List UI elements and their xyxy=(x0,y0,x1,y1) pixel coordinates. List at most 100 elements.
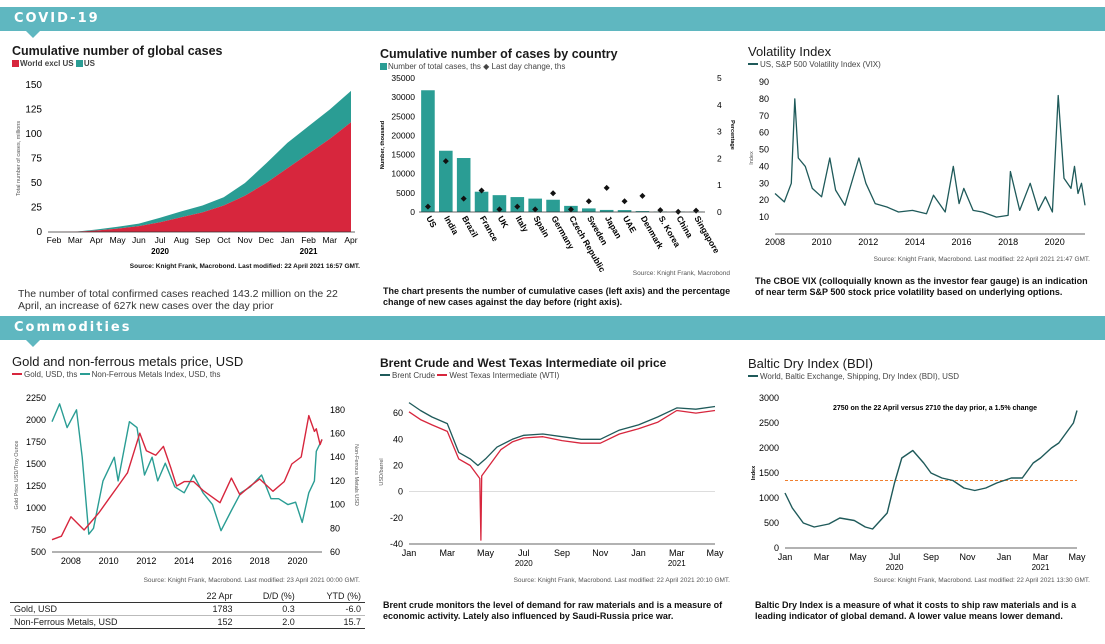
bdi-legend: World, Baltic Exchange, Shipping, Dry In… xyxy=(748,372,1088,381)
legend-line-brent xyxy=(380,374,390,376)
y-tick-label-right: 0 xyxy=(717,207,722,217)
series-line-gold xyxy=(51,414,323,541)
gold-table-h3: YTD (%) xyxy=(298,590,365,603)
table-cell: 15.7 xyxy=(298,615,365,629)
y-tick-label-right: 2 xyxy=(717,153,722,163)
y-tick-label: 50 xyxy=(759,145,769,155)
y-tick-label: 0 xyxy=(774,543,779,553)
y-tick-label-right: 180 xyxy=(330,405,345,415)
legend-line-vix xyxy=(748,63,758,65)
y-tick-label: 50 xyxy=(31,178,43,189)
y-axis-label-left: Gold Price USD/Troy Ounce xyxy=(14,441,20,510)
x-tick-label: US xyxy=(424,214,439,230)
diamond-point xyxy=(514,203,521,210)
x-tick-label: May xyxy=(1068,552,1086,562)
legend-swatch-teal xyxy=(75,60,83,67)
chart-oil: -40 -20 0 20 40 60 USD/barrel Jan Mar May Jul Sep No… xyxy=(379,402,724,568)
x-tick-label: 2010 xyxy=(812,237,832,247)
year-label: 2020 xyxy=(515,559,533,568)
legend-label-us: US xyxy=(83,59,96,68)
x-tick-label: Nov xyxy=(592,548,609,558)
year-label: 2021 xyxy=(668,559,686,568)
y-tick-label-left: 0 xyxy=(410,207,415,217)
legend-label-wti: West Texas Intermediate (WTI) xyxy=(449,371,560,380)
panel-gold: Gold and non-ferrous metals price, USD G… xyxy=(12,354,362,379)
gold-table-h2: D/D (%) xyxy=(236,590,299,603)
section-banner-commodities: Commodities xyxy=(0,316,1105,347)
table-cell-label: Gold, USD xyxy=(10,602,184,616)
y-tick-label-right: 4 xyxy=(717,100,722,110)
x-tick-label: Mar xyxy=(669,548,685,558)
y-tick-label-left: 30000 xyxy=(391,92,415,102)
by-country-legend: Number of total cases, ths ◆ Last day ch… xyxy=(380,62,730,71)
y-tick-label: 40 xyxy=(393,434,403,444)
vix-source: Source: Knight Frank, Macrobond. Last mo… xyxy=(873,256,1090,263)
year-label: 2020 xyxy=(151,247,169,256)
y-tick-label-right: 3 xyxy=(717,127,722,137)
gold-table-header: 22 Apr D/D (%) YTD (%) xyxy=(10,590,365,603)
by-country-desc: The chart presents the number of cumulat… xyxy=(383,286,731,307)
x-tick-label: Italy xyxy=(514,214,531,234)
y-tick-label-left: 35000 xyxy=(391,73,415,83)
legend-swatch-bars xyxy=(380,63,387,70)
series-line-bdi xyxy=(784,410,1078,530)
gold-legend: Gold, USD, ths Non-Ferrous Metals Index,… xyxy=(12,370,362,379)
bar-japan xyxy=(599,209,614,212)
x-tick-label: Mar xyxy=(322,235,337,245)
panel-global-cases: Cumulative number of global cases World … xyxy=(12,44,362,68)
y-tick-label: 90 xyxy=(759,77,769,87)
bar-india xyxy=(439,150,453,212)
y-tick-label-right: 5 xyxy=(717,73,722,83)
legend-line-wti xyxy=(437,374,448,376)
y-tick-label: -40 xyxy=(390,539,403,549)
bar-brazil xyxy=(456,158,471,212)
x-tick-label: Jan xyxy=(997,552,1012,562)
y-tick-label-left: 1000 xyxy=(26,503,46,513)
table-row: Gold, USD 1783 0.3 -6.0 xyxy=(10,602,365,616)
diamond-point xyxy=(621,198,628,205)
y-tick-label: 40 xyxy=(759,161,769,171)
series-line-wti xyxy=(408,409,716,541)
x-tick-label: 2020 xyxy=(287,556,307,566)
y-tick-label: 150 xyxy=(25,80,42,91)
diamond-point xyxy=(639,192,646,199)
bar-germany xyxy=(546,199,560,212)
table-cell: -6.0 xyxy=(298,602,365,616)
y-tick-label: 20 xyxy=(759,195,769,205)
bar-spain xyxy=(528,198,542,212)
y-tick-label: 60 xyxy=(759,128,769,138)
section-banner-covid: COVID-19 xyxy=(0,7,1105,38)
x-tick-label: Mar xyxy=(68,235,83,245)
diamond-point xyxy=(693,207,700,214)
y-tick-label: 125 xyxy=(25,105,42,116)
y-tick-label-left: 15000 xyxy=(391,150,415,160)
gold-source: Source: Knight Frank, Macrobond. Last mo… xyxy=(143,577,360,584)
diamond-point xyxy=(550,190,557,197)
y-tick-label-right: 60 xyxy=(330,547,340,557)
y-tick-label-left: 5000 xyxy=(396,188,415,198)
gold-table-header-blank xyxy=(10,590,184,603)
x-tick-label: Nov xyxy=(959,552,976,562)
banner-notch xyxy=(26,340,40,347)
x-tick-label: May xyxy=(706,548,724,558)
legend-label-metals: Non-Ferrous Metals Index, USD, ths xyxy=(91,370,221,379)
x-tick-label: Mar xyxy=(814,552,830,562)
table-cell: 0.3 xyxy=(236,602,299,616)
y-tick-label: 100 xyxy=(25,129,42,140)
x-tick-label: Oct xyxy=(217,235,231,245)
bar-uk xyxy=(492,195,507,212)
y-tick-label: 3000 xyxy=(759,393,779,403)
panel-bdi: Baltic Dry Index (BDI) World, Baltic Exc… xyxy=(748,356,1088,381)
banner-notch xyxy=(26,31,40,38)
y-tick-label-right: 1 xyxy=(717,180,722,190)
year-label: 2020 xyxy=(886,563,904,572)
diamond-point xyxy=(567,206,574,213)
diamond-point xyxy=(496,206,503,213)
x-tick-label: May xyxy=(110,235,127,245)
y-tick-label-left: 1500 xyxy=(26,459,46,469)
x-tick-label: 2012 xyxy=(136,556,156,566)
section-title-covid: COVID-19 xyxy=(14,11,100,26)
x-tick-label: Dec xyxy=(259,235,275,245)
y-tick-label: 60 xyxy=(393,408,403,418)
legend-line-gold xyxy=(12,373,22,375)
